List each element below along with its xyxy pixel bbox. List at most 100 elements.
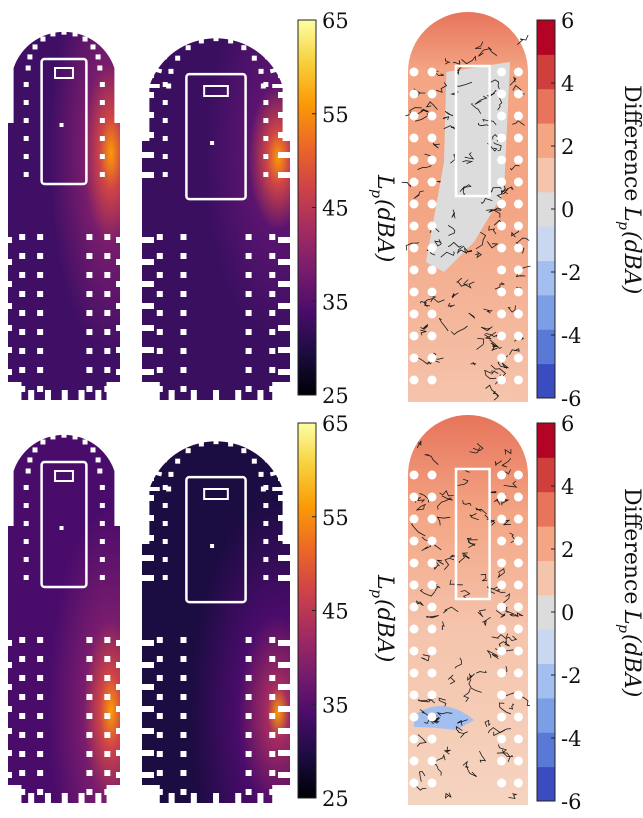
map-bottom-b-apse-notch [242, 427, 253, 442]
colorbar-diff-bottom-band [537, 697, 555, 733]
map-bottom-b-pillar [260, 486, 266, 492]
diff-map-top-pillar [497, 155, 507, 165]
map-top-b-side-notch [142, 281, 154, 287]
diff-map-top-pillar [427, 155, 437, 165]
diff-map-bottom-pillar [427, 536, 437, 546]
diff-map-bottom-pillar [409, 602, 419, 612]
colorbar-lp-top: 65 55 45 35 25 [297, 9, 349, 408]
diff-map-top-pillar [513, 375, 523, 385]
map-bottom-a-side-notch [116, 662, 120, 668]
map-top-a-side-notch [8, 369, 12, 375]
map-top-b-pillar [156, 329, 163, 335]
map-bottom-b-side-notch [278, 662, 290, 668]
diff-map-bottom-contour [436, 516, 451, 526]
map-bottom-b-apse-notch [263, 452, 278, 463]
map-bottom-b-side-notch [142, 515, 154, 521]
map-top-a-pillar [99, 172, 105, 177]
map-top-b-pillar [245, 367, 252, 373]
diff-map-bottom-contour [508, 793, 518, 800]
diff-map-bottom-contour [417, 497, 426, 503]
map-bottom-a-pillar [50, 434, 56, 440]
map-bottom-a-pillar [37, 751, 44, 757]
map-top-b-pillar [251, 55, 257, 61]
map-top-a-pillar [104, 272, 111, 278]
map-bottom-b-pillar [168, 471, 174, 477]
map-bottom-b-pillar [156, 770, 163, 776]
map-top-b-pillar [269, 291, 276, 297]
map-top-b-apse-notch [242, 24, 253, 39]
map-bottom-a-pillar [19, 656, 26, 662]
diff-map-top-contour [442, 116, 450, 120]
map-top-a-pillar [19, 367, 26, 373]
map-top-a-side-notch [8, 347, 12, 353]
map-top-b-side-notch [142, 152, 154, 158]
map-bottom-a-side-notch [8, 640, 12, 646]
lp-label-top-unit: (dBA) [372, 199, 397, 262]
diff-map-top-pillar [497, 331, 507, 341]
map-top-a-pillar [19, 348, 26, 354]
diff-map-top-contour [452, 60, 461, 65]
map-top-b-pillar [263, 154, 269, 159]
map-bottom-b-pillar [162, 521, 168, 526]
diff-map-bottom-contour [443, 746, 451, 755]
diff-map-top-pillar [409, 177, 419, 187]
diff-map-top-pillar [497, 177, 507, 187]
diff-map-top-pillar [409, 287, 419, 297]
colorbar-lp-bottom-tick-label: 45 [322, 600, 349, 624]
map-bottom-b-apse-notch [148, 469, 163, 477]
map-bottom-a-bottom-cutout [106, 785, 120, 803]
map-bottom-a-pillar [99, 575, 105, 580]
map-top-a-pillar [37, 272, 44, 278]
map-bottom-b-pillar [245, 751, 252, 757]
diff-map-bottom-pillar [427, 712, 437, 722]
map-top-a-pillar [104, 310, 111, 316]
map-top-b-side-notch [278, 369, 290, 375]
map-top-a [8, 29, 120, 401]
map-top-b-pillar [156, 291, 163, 297]
diff-map-bottom-contour [418, 697, 436, 703]
map-top-a-side-notch [116, 347, 120, 353]
map-bottom-b-pillar [156, 732, 163, 738]
map-top-b-pillar [162, 118, 168, 123]
map-bottom-a-pillar [19, 789, 26, 795]
colorbar-diff-bottom-band [537, 457, 555, 493]
diff-map-bottom-pillar [427, 646, 437, 656]
diff-map-bottom-contour [487, 727, 506, 734]
map-top-a-bottom-cutout [78, 390, 85, 400]
map-top-b-side-notch [278, 72, 290, 78]
diff-map-bottom-pillar [497, 536, 507, 546]
map-bottom-b-floor [142, 441, 290, 803]
map-bottom-b-side-notch [142, 772, 154, 778]
diff-map-top-contour [463, 279, 475, 289]
map-bottom-a-pillar [86, 694, 93, 700]
map-top-a-side-notch [116, 259, 120, 265]
map-top-a-pillar [99, 136, 105, 141]
diff-map-top-contour [451, 292, 459, 299]
map-top-b-pillar [269, 348, 276, 354]
diff-map-bottom-contour [438, 697, 447, 707]
colorbar-diff-top-band [537, 294, 555, 330]
map-bottom-b-pillar [198, 441, 204, 447]
map-top-b-pillar [263, 82, 269, 87]
map-bottom-b-apse-notch [196, 421, 204, 436]
diff-map-bottom-contour [447, 674, 456, 685]
map-bottom-b-pillar [156, 713, 163, 719]
diff-map-top-pillar [497, 67, 507, 77]
map-top-b-pillar [245, 272, 252, 278]
map-bottom-b-pillar [162, 575, 168, 580]
map-top-b-pillar [156, 253, 163, 259]
map-bottom-b-pillar [180, 675, 187, 681]
diff-map-top-contour [476, 338, 485, 350]
map-top-a-pillar [23, 172, 29, 177]
map-top-a-pillar [86, 386, 93, 392]
diff-map-bottom-contour [498, 641, 510, 649]
map-top-a-pillar [61, 29, 67, 35]
map-bottom-a-pillar [23, 521, 29, 526]
diff-map-top-contour [432, 142, 440, 149]
map-bottom-b-side-notch [278, 515, 290, 521]
map-top-b-side-notch [278, 347, 290, 353]
diff-map-bottom-choir [454, 467, 491, 601]
colorbar-diff-bottom-band [537, 526, 555, 561]
diff-map-bottom-pillar [409, 580, 419, 590]
diff-map-top-pillar [427, 287, 437, 297]
